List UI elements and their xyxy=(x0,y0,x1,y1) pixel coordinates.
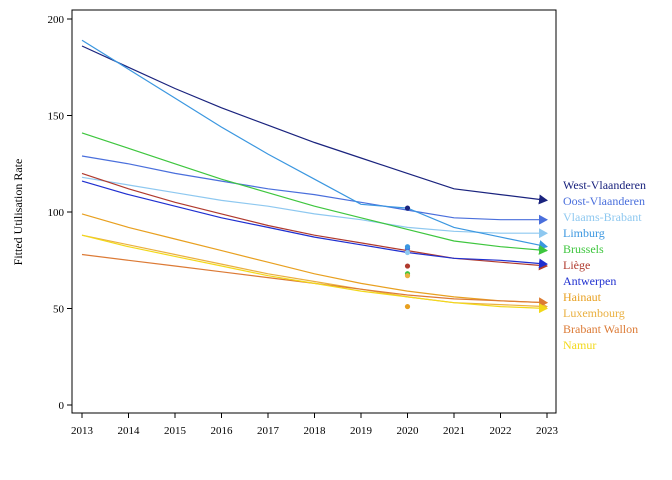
series-line-brabant-wallon xyxy=(81,253,548,308)
legend-entry: West-Vlaanderen xyxy=(563,178,646,192)
data-point-2020 xyxy=(404,249,411,256)
y-tick-label: 100 xyxy=(48,207,65,219)
y-tick-label: 0 xyxy=(59,400,65,412)
series-line-oost-vlaanderen xyxy=(81,155,548,225)
legend-entry: Limburg xyxy=(563,226,605,240)
series-line-luxembourg xyxy=(81,234,548,312)
x-tick-label: 2014 xyxy=(118,425,141,437)
y-tick-label: 150 xyxy=(48,111,65,123)
x-tick-label: 2019 xyxy=(350,425,373,437)
x-tick-label: 2022 xyxy=(490,425,512,437)
x-tick-label: 2016 xyxy=(211,425,234,437)
plot-frame xyxy=(71,9,557,414)
series-line-brussels xyxy=(81,132,548,255)
x-tick-label: 2017 xyxy=(257,425,280,437)
x-tick-label: 2020 xyxy=(397,425,420,437)
data-point-2020 xyxy=(404,244,411,250)
legend-entry: Namur xyxy=(563,338,596,352)
series-line-namur xyxy=(81,234,548,314)
x-tick-label: 2021 xyxy=(443,425,465,437)
x-tick-label: 2018 xyxy=(304,425,327,437)
data-point-2020 xyxy=(404,273,411,279)
series-lines xyxy=(81,39,548,314)
x-tick-label: 2013 xyxy=(71,425,94,437)
legend-entry: Hainaut xyxy=(563,290,602,304)
y-tick-label: 50 xyxy=(53,304,65,316)
legend-entry: Luxembourg xyxy=(563,306,625,320)
series-line-west-vlaanderen xyxy=(81,45,548,205)
legend-entry: Liège xyxy=(563,258,590,272)
data-point-2020 xyxy=(404,303,411,310)
legend: West-Vlaanderen Oost-Vlaanderen Vlaams-Bra… xyxy=(563,178,646,352)
series-line-li-ge xyxy=(81,172,548,271)
x-tick-label: 2023 xyxy=(536,425,559,437)
legend-entry: Vlaams-Brabant xyxy=(563,210,642,224)
series-line-antwerpen xyxy=(81,180,548,269)
legend-entry: Brabant Wallon xyxy=(563,322,638,336)
legend-entry: Antwerpen xyxy=(563,274,616,288)
series-line-vlaams-brabant xyxy=(81,176,548,239)
legend-entry: Brussels xyxy=(563,242,604,256)
y-axis: 0 50 100 150 200 xyxy=(48,14,72,412)
legend-entry: Oost-Vlaanderen xyxy=(563,194,645,208)
data-point-2020 xyxy=(404,263,411,269)
y-tick-label: 200 xyxy=(48,14,65,26)
data-points-2020 xyxy=(404,205,411,310)
series-line-limburg xyxy=(81,39,548,250)
y-axis-title: Fitted Utilisation Rate xyxy=(11,159,25,266)
x-axis: 2013 2014 2015 2016 2017 2018 2019 2020 2021 2022… xyxy=(71,413,559,437)
series-line-hainaut xyxy=(81,213,548,308)
x-tick-label: 2015 xyxy=(164,425,187,437)
data-point-2020 xyxy=(404,205,411,211)
